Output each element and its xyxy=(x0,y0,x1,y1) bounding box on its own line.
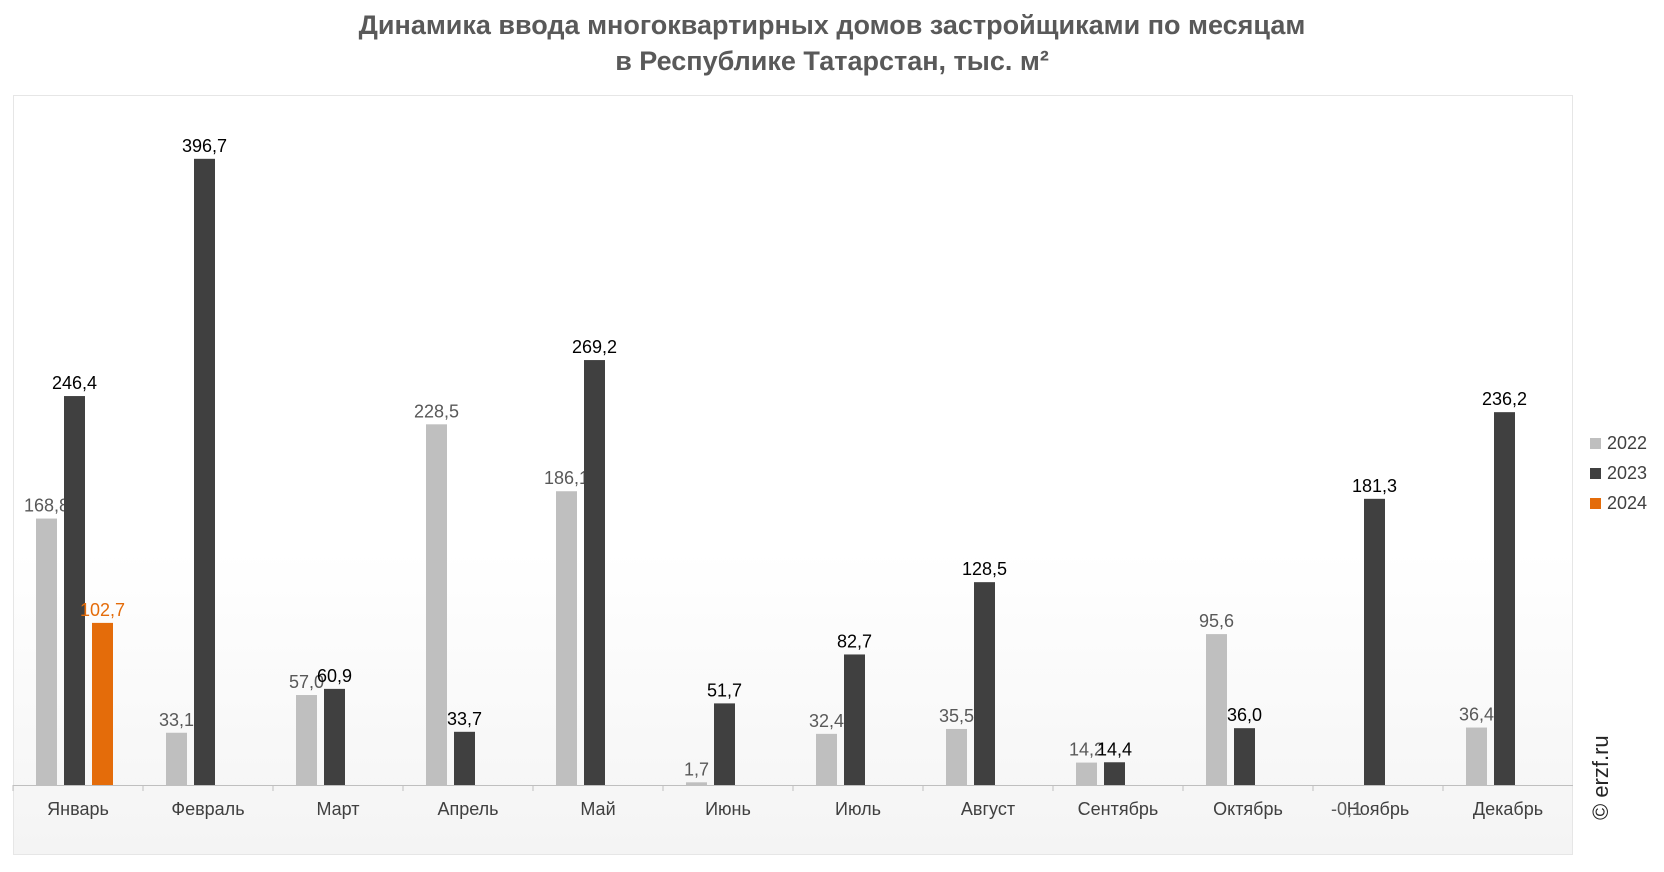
legend-label-2022: 2022 xyxy=(1607,432,1648,453)
bar-2022 xyxy=(1466,727,1487,785)
data-label-2024: 102,7 xyxy=(80,600,125,620)
x-tick-label: Март xyxy=(316,799,359,819)
data-label-2023: 14,4 xyxy=(1097,739,1132,759)
bar-2023 xyxy=(974,582,995,785)
data-label-2023: 82,7 xyxy=(837,631,872,651)
data-label-2022: 57,0 xyxy=(289,672,324,692)
data-label-2022: 168,8 xyxy=(24,496,69,516)
data-label-2022: 33,1 xyxy=(159,710,194,730)
bar-2022 xyxy=(1206,634,1227,785)
bar-2023 xyxy=(1234,728,1255,785)
data-label-2023: 33,7 xyxy=(447,709,482,729)
bar-2023 xyxy=(1104,762,1125,785)
x-tick-label: Сентябрь xyxy=(1078,799,1159,819)
bar-2022 xyxy=(686,782,707,785)
data-label-2023: 36,0 xyxy=(1227,705,1262,725)
bar-2023 xyxy=(64,396,85,785)
bar-2023 xyxy=(454,731,475,785)
legend-label-2024: 2024 xyxy=(1607,492,1648,513)
x-tick-label: Октябрь xyxy=(1213,799,1283,819)
bar-2023 xyxy=(194,158,215,785)
data-label-2022: 1,7 xyxy=(684,759,709,779)
bar-2023 xyxy=(1364,498,1385,785)
bar-2022 xyxy=(296,695,317,785)
data-label-2023: 236,2 xyxy=(1482,389,1527,409)
data-label-2023: 269,2 xyxy=(572,337,617,357)
x-tick-label: Февраль xyxy=(171,799,244,819)
data-label-2023: 128,5 xyxy=(962,559,1007,579)
x-tick-label: Июль xyxy=(835,799,881,819)
bar-2022 xyxy=(36,518,57,785)
legend-item-2024: 2024 xyxy=(1590,488,1647,518)
data-label-2022: 14,2 xyxy=(1069,740,1104,760)
bar-2023 xyxy=(584,360,605,785)
data-label-2023: 181,3 xyxy=(1352,476,1397,496)
x-tick-label: Июнь xyxy=(705,799,751,819)
data-label-2023: 246,4 xyxy=(52,373,97,393)
bar-2022 xyxy=(166,732,187,785)
legend-swatch-2023 xyxy=(1590,467,1601,479)
data-label-2022: 36,4 xyxy=(1459,705,1494,725)
legend-swatch-2022 xyxy=(1590,437,1601,449)
data-label-2023: 60,9 xyxy=(317,666,352,686)
x-tick-label: Май xyxy=(580,799,615,819)
data-label-2023: 396,7 xyxy=(182,136,227,156)
bar-2023 xyxy=(714,703,735,785)
x-tick-label: Декабрь xyxy=(1473,799,1543,819)
legend-swatch-2024 xyxy=(1590,497,1601,509)
bar-2022 xyxy=(556,491,577,785)
data-label-2022: 186,1 xyxy=(544,468,589,488)
x-tick-label: Январь xyxy=(47,799,109,819)
data-label-2022: 95,6 xyxy=(1199,611,1234,631)
bar-2024 xyxy=(92,622,113,785)
chart-title-line2: в Республике Татарстан, тыс. м² xyxy=(615,46,1049,76)
bar-2022 xyxy=(946,728,967,785)
chart-title-line1: Динамика ввода многоквартирных домов зас… xyxy=(358,10,1306,40)
bar-2023 xyxy=(324,688,345,785)
data-label-2022: 32,4 xyxy=(809,711,844,731)
x-tick-label: Ноябрь xyxy=(1347,799,1409,819)
plot-area xyxy=(13,95,1573,855)
x-tick-label: Август xyxy=(961,799,1015,819)
bar-2022 xyxy=(1336,785,1357,786)
x-tick-label: Апрель xyxy=(437,799,498,819)
bar-2022 xyxy=(816,733,837,785)
data-label-2022: -0,1 xyxy=(1331,799,1362,819)
data-label-2022: 228,5 xyxy=(414,401,459,421)
bar-2023 xyxy=(1494,412,1515,785)
legend: 2022 2023 2024 xyxy=(1590,428,1647,518)
bar-2022 xyxy=(426,424,447,785)
bar-2023 xyxy=(844,654,865,785)
data-label-2022: 35,5 xyxy=(939,706,974,726)
copyright-text: © erzf.ru xyxy=(1588,735,1613,820)
legend-label-2023: 2023 xyxy=(1607,462,1648,483)
legend-item-2023: 2023 xyxy=(1590,458,1647,488)
data-label-2023: 51,7 xyxy=(707,680,742,700)
bar-2022 xyxy=(1076,762,1097,785)
legend-item-2022: 2022 xyxy=(1590,428,1647,458)
